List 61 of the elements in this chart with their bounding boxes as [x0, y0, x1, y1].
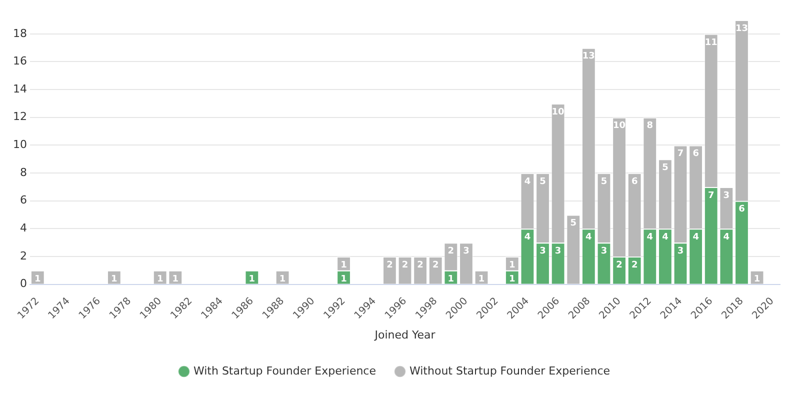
data-label: 4	[692, 232, 699, 243]
data-label: 6	[738, 204, 745, 215]
data-label: 4	[662, 232, 668, 243]
data-label: 1	[34, 274, 41, 284]
y-tick-label: 0	[20, 277, 27, 290]
data-label: 3	[723, 190, 730, 201]
y-tick-label: 4	[20, 222, 27, 235]
data-label: 4	[524, 176, 531, 187]
data-label: 4	[723, 232, 730, 243]
data-label: 1	[509, 260, 516, 270]
data-label: 1	[340, 274, 347, 284]
y-tick-label: 16	[12, 54, 27, 68]
data-label: 1	[478, 274, 485, 284]
legend-label: Without Startup Founder Experience	[409, 364, 610, 378]
data-label: 6	[692, 149, 699, 160]
data-label: 7	[708, 190, 714, 201]
data-label: 10	[613, 121, 626, 132]
data-label: 4	[646, 232, 654, 243]
data-label: 13	[735, 24, 748, 34]
data-label: 6	[631, 176, 638, 187]
y-tick-label: 10	[12, 138, 27, 152]
y-tick-label: 6	[20, 194, 27, 207]
data-label: 1	[111, 274, 118, 284]
data-label: 2	[448, 246, 454, 256]
data-label: 7	[677, 149, 684, 160]
data-label: 5	[600, 176, 608, 187]
data-label: 1	[754, 274, 760, 284]
y-tick-label: 12	[12, 110, 27, 124]
data-label: 5	[570, 218, 576, 229]
data-label: 4	[586, 232, 592, 243]
y-tick-label: 2	[20, 249, 27, 262]
data-label: 2	[631, 260, 638, 270]
data-label: 1	[156, 274, 164, 284]
data-label: 5	[540, 176, 546, 187]
data-label: 1	[340, 260, 347, 270]
data-label: 1	[248, 274, 256, 284]
data-label: 1	[172, 274, 179, 284]
data-label: 2	[402, 260, 408, 270]
data-label: 10	[552, 107, 564, 118]
data-label: 11	[704, 38, 718, 48]
data-label: 1	[448, 274, 454, 284]
data-label: 2	[616, 260, 622, 270]
data-label: 2	[432, 260, 439, 270]
data-label: 3	[600, 246, 608, 256]
legend-label: With Startup Founder Experience	[193, 364, 376, 378]
data-label: 8	[646, 121, 654, 132]
data-label: 1	[279, 274, 286, 284]
x-axis-title: Joined Year	[374, 328, 436, 342]
data-label: 4	[524, 232, 531, 243]
data-label: 1	[509, 274, 516, 284]
data-label: 3	[463, 246, 470, 256]
data-label: 3	[677, 246, 684, 256]
data-label: 13	[582, 52, 595, 62]
y-tick-label: 14	[12, 82, 27, 96]
data-label: 2	[417, 260, 424, 270]
y-tick-label: 18	[12, 26, 27, 40]
data-label: 5	[662, 162, 668, 173]
data-label: 3	[554, 246, 562, 256]
data-label: 3	[540, 246, 546, 256]
y-tick-label: 8	[20, 166, 27, 179]
data-label: 2	[386, 260, 393, 270]
